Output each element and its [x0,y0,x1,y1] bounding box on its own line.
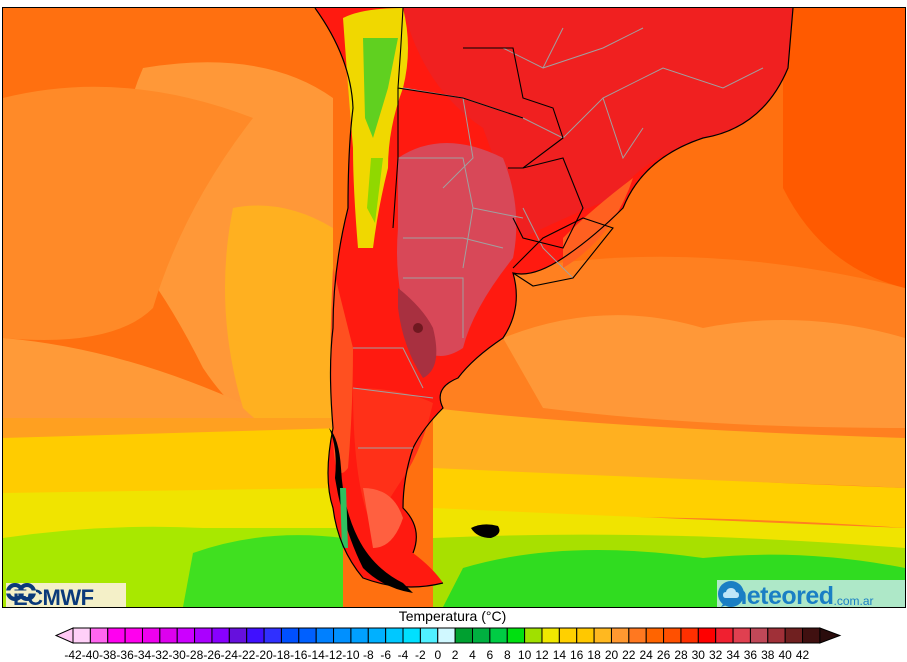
legend-swatch [298,627,317,644]
legend-swatch [593,627,612,644]
legend-tick-label: 28 [674,648,688,662]
legend-swatch [124,627,143,644]
legend-tick-label: -2 [415,648,426,662]
legend-swatch [89,627,109,644]
cloud-bubble-icon [718,581,744,607]
legend-tick-label: 26 [656,648,671,662]
legend-swatch [141,627,161,644]
legend-swatch [749,627,769,644]
legend-tick-label: 38 [761,648,775,662]
legend-swatch [263,627,282,644]
colorbar [54,627,842,644]
legend-swatch [576,627,595,644]
legend-tick-label: 8 [503,648,511,662]
legend-swatch [541,627,560,644]
legend-tick-label: 10 [517,648,532,662]
legend-swatch [784,627,804,644]
legend-tick-label: 4 [469,648,476,662]
legend-swatch [697,627,717,644]
legend-swatch [767,627,786,644]
legend-tick-label: -34 [133,648,152,662]
legend-swatch [663,627,682,644]
legend-swatch [385,627,404,644]
legend-tick-label: -36 [116,648,134,662]
legend-swatch [645,627,665,644]
legend-swatch [419,627,439,644]
temperature-map: ECMWF meteored .com.ar [2,7,906,608]
max-extend-arrow [819,627,842,644]
legend-swatch [211,627,230,644]
legend-tick-label: 18 [587,648,601,662]
legend-tick-label: -26 [203,648,221,662]
legend-swatch [628,627,647,644]
legend-swatch [194,627,213,644]
legend-swatch [802,627,821,644]
legend-tick-label: 22 [622,648,636,662]
legend-swatch [246,627,265,644]
legend-tick-label: 14 [552,648,567,662]
legend-tick-label: -16 [290,648,308,662]
legend-tick-label: -10 [342,648,360,662]
legend-tick-label: -40 [81,648,100,662]
ecmwf-logo: ECMWF [6,583,126,607]
legend-tick-label: 16 [570,648,584,662]
meteored-logo-suffix: .com.ar [833,593,874,608]
legend-tick-label: 40 [778,648,792,662]
legend-swatch [72,627,91,644]
meteored-logo: meteored .com.ar [717,580,905,608]
temperature-field [3,8,905,607]
legend-swatch [472,627,491,644]
legend-tick-label: 42 [795,648,810,662]
legend-swatch [350,627,369,644]
legend-tick-label: -20 [255,648,273,662]
color-legend: -42 -40 -38 -36 -34 -32 -30 -28 -26 -24 -22 -20 -18-… [0,626,907,662]
legend-tick-label: 6 [486,648,494,662]
legend-swatch [524,627,543,644]
legend-tick-label: -28 [185,648,204,662]
legend-tick-label: -30 [168,648,186,662]
legend-tick-label: -4 [397,648,409,662]
legend-tick-label: 0 [434,648,442,662]
legend-swatch [333,627,352,644]
ecmwf-logo-icon [6,583,36,601]
legend-swatch [715,627,734,644]
legend-tick-label: 36 [743,648,758,662]
legend-tick-label: 32 [709,648,723,662]
legend-tick-label: 12 [535,648,549,662]
legend-swatch [680,627,699,644]
legend-swatch [454,627,474,644]
legend-tick-label: 34 [726,648,740,662]
legend-swatch [107,627,126,644]
legend-tick-label: -32 [151,648,169,662]
legend-swatch [558,627,578,644]
legend-swatch [367,627,387,644]
legend-tick-label: -6 [380,648,392,662]
legend-tick-label: -24 [220,648,238,662]
legend-swatch [489,627,508,644]
legend-swatch [176,627,196,644]
legend-swatch [315,627,335,644]
legend-tick-label: 24 [639,648,653,662]
legend-swatch [402,627,421,644]
legend-tick-label: 30 [691,648,705,662]
legend-tick-label: -14 [307,648,325,662]
legend-tick-label: 20 [604,648,619,662]
legend-tick-label: -38 [99,648,117,662]
legend-swatch [732,627,751,644]
legend-tick-label: -42 [64,648,82,662]
legend-swatch [228,627,248,644]
legend-swatch [610,627,630,644]
legend-title: Temperatura (°C) [0,608,907,624]
min-extend-arrow [54,627,74,644]
legend-swatch [159,627,178,644]
legend-swatch [506,627,526,644]
legend-tick-label: -12 [324,648,343,662]
legend-tick-label: -8 [362,648,374,662]
legend-tick-label: -18 [272,648,291,662]
legend-tick-label: -22 [238,648,256,662]
legend-tick-label: 2 [451,648,459,662]
legend-swatch [437,627,456,644]
legend-swatch [280,627,300,644]
legend-title-text: Temperatura (°C) [398,608,507,624]
